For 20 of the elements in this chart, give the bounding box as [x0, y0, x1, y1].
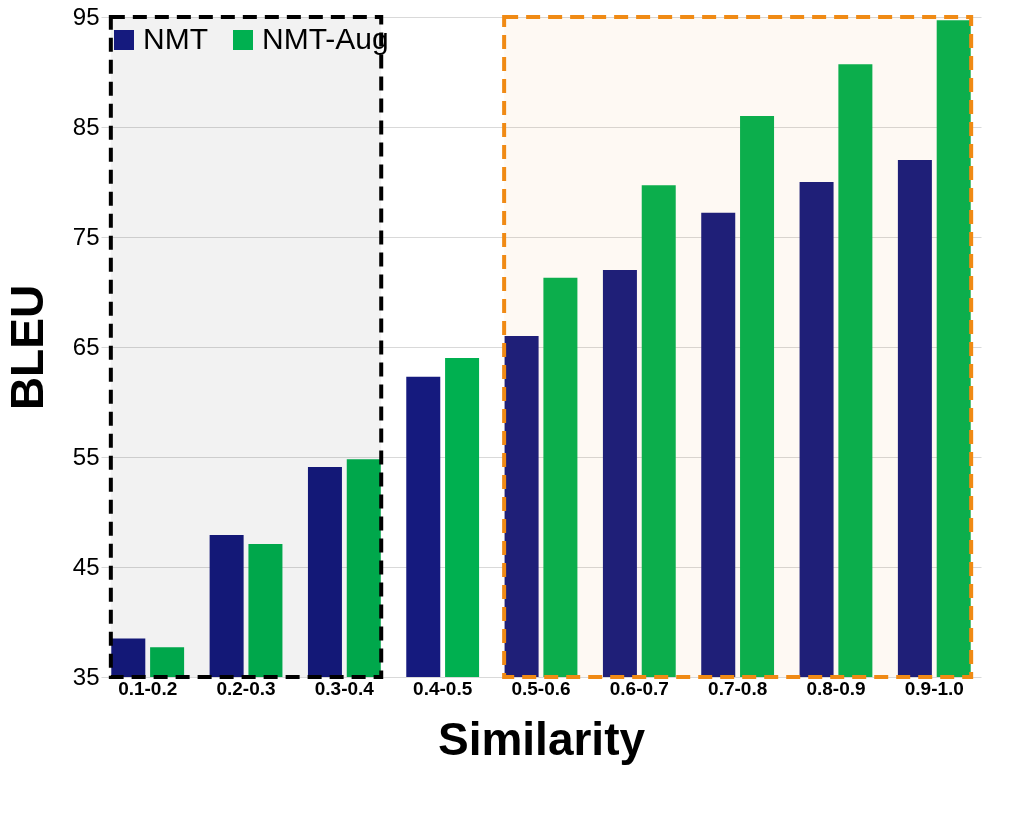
- x-tick-label: 0.9-1.0: [904, 677, 964, 699]
- y-tick-label: 75: [72, 222, 100, 250]
- x-tick-label: 0.7-0.8: [708, 677, 768, 699]
- x-tick-label: 0.3-0.4: [314, 677, 375, 699]
- x-axis-title: Similarity: [437, 712, 646, 765]
- x-tick-label: 0.4-0.5: [413, 677, 473, 699]
- y-tick-label: 45: [72, 552, 100, 580]
- y-axis-title: BLEU: [0, 284, 53, 411]
- x-tick-label: 0.6-0.7: [609, 677, 669, 699]
- x-tick-label: 0.5-0.6: [511, 677, 571, 699]
- y-tick-label: 55: [72, 442, 100, 470]
- legend-label: NMT-Aug: [262, 22, 389, 55]
- y-tick-label: 95: [72, 2, 100, 30]
- x-tick-label: 0.1-0.2: [118, 677, 178, 699]
- legend-label: NMT: [143, 22, 208, 55]
- y-tick-label: 35: [72, 662, 100, 690]
- x-tick-label: 0.2-0.3: [216, 677, 276, 699]
- x-tick-label: 0.8-0.9: [806, 677, 866, 699]
- y-tick-label: 85: [72, 112, 100, 140]
- y-tick-label: 65: [72, 332, 100, 360]
